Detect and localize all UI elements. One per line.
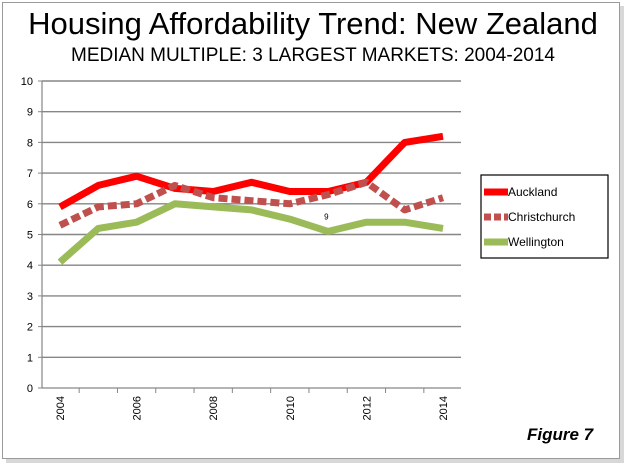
y-tick-label-1: 1: [27, 352, 33, 364]
x-tick-label-2012: 2012: [361, 396, 373, 420]
y-tick-label-6: 6: [27, 199, 33, 211]
y-tick-labels: 0 1 2 3 4 5 6 7 8 9 10: [21, 76, 33, 395]
legend-label-christchurch: Christchurch: [508, 210, 575, 224]
figure-label: Figure 7: [527, 425, 594, 444]
legend-label-auckland: Auckland: [508, 185, 557, 199]
x-tick-label-2006: 2006: [132, 396, 144, 420]
y-tick-label-4: 4: [27, 260, 33, 272]
frame-shadow-right: [620, 6, 624, 462]
x-tick-label-2014: 2014: [438, 396, 450, 420]
series-line-wellington: [57, 200, 444, 265]
y-tick-label-8: 8: [27, 137, 33, 149]
gridlines: [42, 80, 461, 358]
x-tick-label-2008: 2008: [208, 396, 220, 420]
legend: Auckland Christchurch Wellington: [480, 174, 609, 259]
y-tick-label-9: 9: [27, 107, 33, 119]
y-tick-label-3: 3: [27, 291, 33, 303]
chart-title: Housing Affordability Trend: New Zealand: [28, 6, 598, 41]
legend-label-wellington: Wellington: [508, 235, 564, 249]
frame-shadow-bottom: [6, 459, 624, 463]
data-annotation: 9: [324, 212, 329, 221]
x-tick-label-2010: 2010: [285, 396, 297, 420]
y-tick-label-10: 10: [21, 76, 33, 88]
y-tick-label-0: 0: [27, 383, 33, 395]
y-tick-label-2: 2: [27, 322, 33, 334]
axes: [38, 80, 461, 393]
x-tick-label-2004: 2004: [55, 396, 67, 420]
series-lines: [57, 132, 445, 265]
series-line-auckland: [58, 132, 444, 210]
x-tick-labels: 2004 2006 2008 2010 2012 2014: [55, 396, 450, 420]
y-tick-label-7: 7: [27, 168, 33, 180]
y-tick-label-5: 5: [27, 230, 33, 242]
series-line-christchurch: [58, 178, 445, 229]
chart-subtitle: MEDIAN MULTIPLE: 3 LARGEST MARKETS: 2004…: [71, 45, 555, 66]
